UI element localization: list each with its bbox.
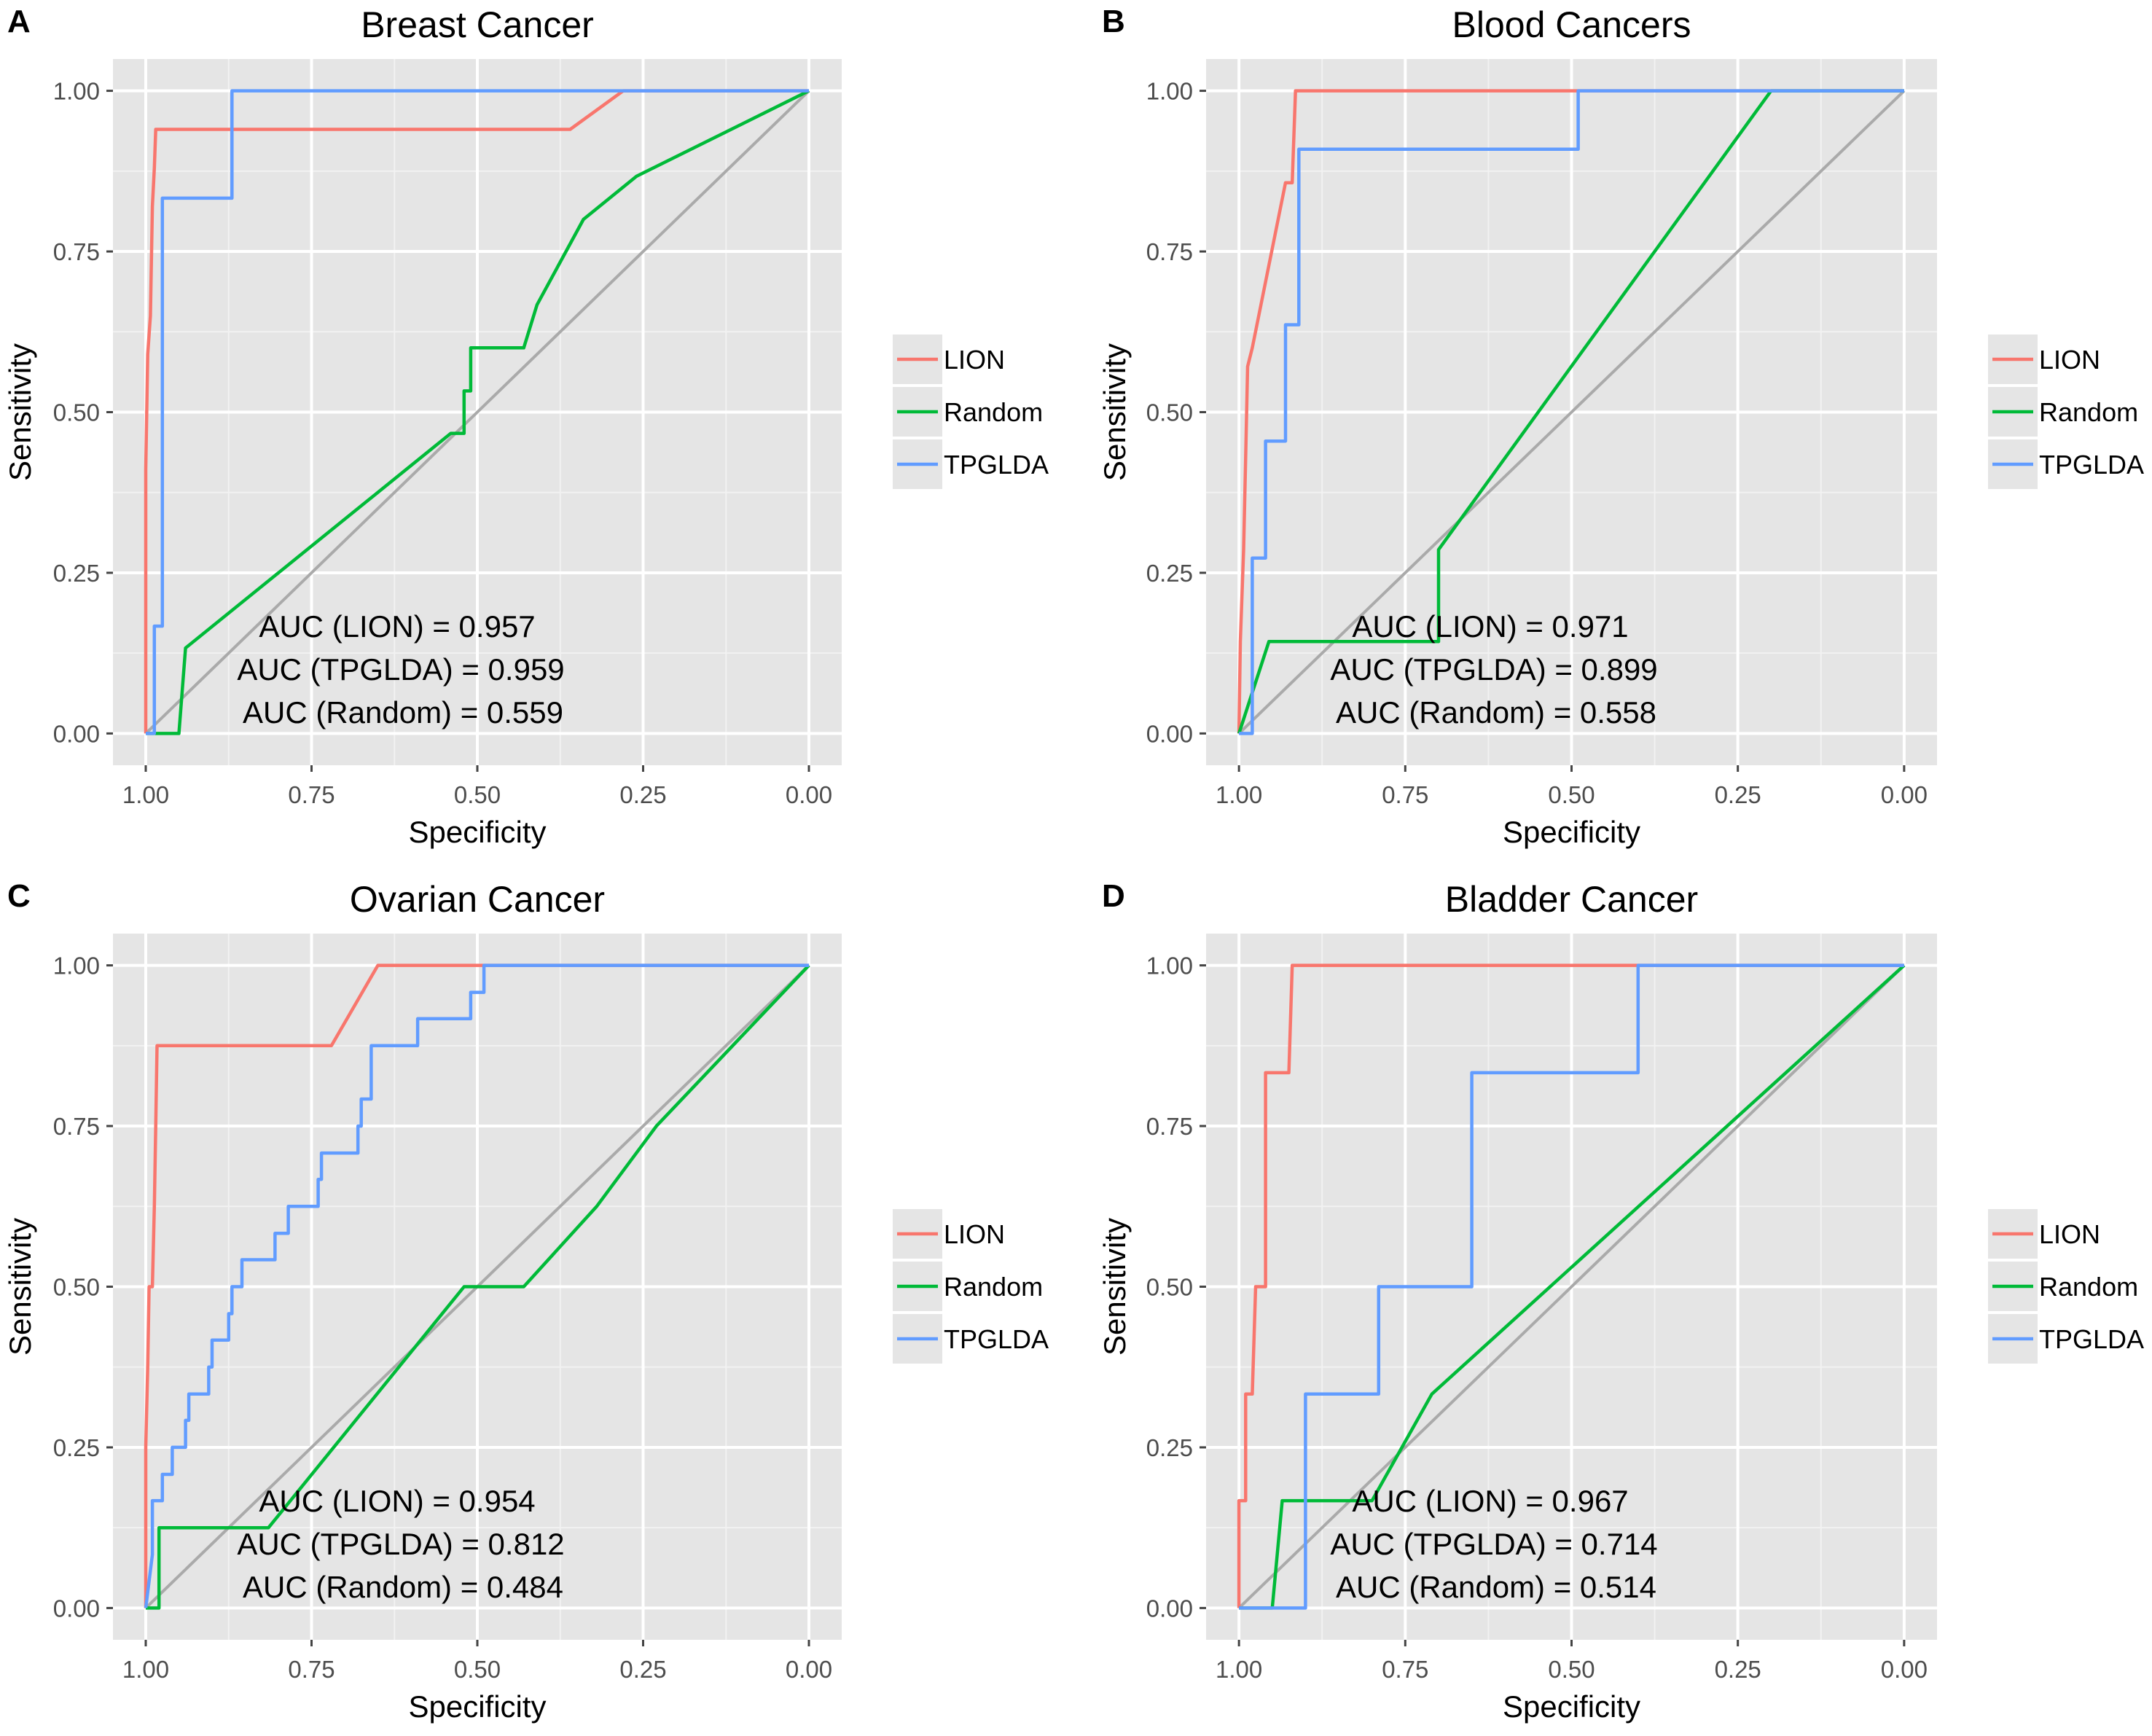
panel-label: A (7, 4, 31, 39)
x-tick-label: 1.00 (122, 781, 169, 808)
x-tick-label: 0.25 (619, 781, 666, 808)
auc-annotation: AUC (TPGLDA) = 0.714 (1330, 1527, 1657, 1561)
y-tick-label: 1.00 (1146, 78, 1193, 105)
x-tick-label: 0.00 (786, 1656, 832, 1683)
x-tick-label: 0.75 (1382, 781, 1428, 808)
auc-annotation: AUC (TPGLDA) = 0.959 (237, 652, 564, 687)
legend-label: Random (944, 1272, 1043, 1302)
x-tick-label: 0.00 (1881, 1656, 1928, 1683)
y-axis-label: Sensitivity (3, 1218, 37, 1356)
legend-label: TPGLDA (2039, 450, 2144, 480)
series-line-tpglda (146, 89, 809, 735)
legend-label: LION (944, 345, 1005, 375)
x-axis-label: Specificity (1503, 1689, 1640, 1724)
y-tick-label: 0.75 (53, 1113, 100, 1140)
series-line-random (146, 964, 810, 1610)
y-tick-label: 0.50 (1146, 399, 1193, 426)
x-tick-label: 0.75 (288, 781, 334, 808)
y-tick-label: 0.25 (53, 1434, 100, 1461)
reference-diagonal-line (144, 90, 810, 735)
legend-label: LION (2039, 345, 2100, 375)
x-axis-label: Specificity (1503, 815, 1640, 849)
series-line-tpglda (1239, 963, 1904, 1610)
auc-annotation: AUC (Random) = 0.558 (1336, 695, 1656, 730)
legend-label: Random (2039, 397, 2138, 427)
x-tick-label: 1.00 (1216, 1656, 1262, 1683)
y-tick-label: 0.25 (1146, 1434, 1193, 1461)
auc-annotation: AUC (TPGLDA) = 0.899 (1330, 652, 1657, 687)
auc-annotation: AUC (TPGLDA) = 0.812 (237, 1527, 564, 1561)
y-tick-label: 0.25 (1146, 560, 1193, 587)
x-tick-label: 0.25 (1715, 1656, 1761, 1683)
panel-label: B (1102, 4, 1125, 39)
legend-label: Random (2039, 1272, 2138, 1302)
legend-label: TPGLDA (944, 1324, 1049, 1354)
y-tick-label: 0.00 (1146, 1595, 1193, 1622)
panel-c: 1.00 0.75 0.50 0.25 0.00 0.00 0.25 0.50 0.75 1.00… (3, 878, 1049, 1724)
panel-a: 1.00 0.75 0.50 0.25 0.00 0.00 0.25 0.50 0.75 1.00… (3, 4, 1049, 849)
auc-annotation: AUC (Random) = 0.484 (243, 1570, 563, 1604)
panel-d: 1.00 0.75 0.50 0.25 0.00 0.00 0.25 0.50 0.75 1.00… (1097, 878, 2144, 1724)
x-tick-label: 0.75 (1382, 1656, 1428, 1683)
series-line-lion (1237, 89, 1904, 734)
chart-title: Breast Cancer (361, 4, 594, 45)
x-tick-label: 1.00 (122, 1656, 169, 1683)
x-tick-label: 1.00 (1216, 781, 1262, 808)
panel-label: C (7, 878, 31, 914)
y-axis-label: Sensitivity (1097, 343, 1132, 481)
x-tick-label: 0.25 (1715, 781, 1761, 808)
x-axis-label: Specificity (408, 1689, 546, 1724)
chart-title: Bladder Cancer (1445, 879, 1698, 920)
y-tick-label: 1.00 (53, 78, 100, 105)
chart-title: Blood Cancers (1452, 4, 1691, 45)
y-tick-label: 0.50 (53, 399, 100, 426)
legend-label: TPGLDA (2039, 1324, 2144, 1354)
series-line-tpglda (144, 963, 809, 1608)
y-tick-label: 0.75 (1146, 1113, 1193, 1140)
auc-annotation: AUC (LION) = 0.957 (259, 609, 535, 644)
y-tick-label: 0.00 (1146, 720, 1193, 747)
y-tick-label: 0.75 (53, 238, 100, 265)
legend-label: TPGLDA (944, 450, 1049, 480)
chart-title: Ovarian Cancer (350, 879, 605, 920)
y-tick-label: 0.00 (53, 1595, 100, 1622)
series-line-lion (144, 963, 809, 1608)
legend-label: Random (944, 397, 1043, 427)
y-tick-label: 0.75 (1146, 238, 1193, 265)
auc-annotation: AUC (Random) = 0.559 (243, 695, 563, 730)
auc-annotation: AUC (Random) = 0.514 (1336, 1570, 1656, 1604)
auc-annotation: AUC (LION) = 0.954 (259, 1484, 535, 1518)
series-line-lion (144, 89, 809, 734)
y-tick-label: 0.00 (53, 720, 100, 747)
y-tick-label: 1.00 (53, 953, 100, 980)
series-line-lion (1237, 963, 1904, 1608)
x-tick-label: 0.50 (454, 1656, 501, 1683)
x-tick-label: 0.50 (1548, 781, 1595, 808)
auc-annotation: AUC (LION) = 0.967 (1352, 1484, 1628, 1518)
x-tick-label: 0.00 (1881, 781, 1928, 808)
series-line-tpglda (1239, 89, 1904, 735)
x-axis-label: Specificity (408, 815, 546, 849)
x-tick-label: 0.75 (288, 1656, 334, 1683)
reference-diagonal-line (1237, 90, 1906, 735)
x-tick-label: 0.00 (786, 781, 832, 808)
x-tick-label: 0.25 (619, 1656, 666, 1683)
y-tick-label: 0.50 (53, 1274, 100, 1301)
x-tick-label: 0.50 (454, 781, 501, 808)
legend-label: LION (944, 1219, 1005, 1249)
legend-label: LION (2039, 1219, 2100, 1249)
y-tick-label: 1.00 (1146, 953, 1193, 980)
x-tick-label: 0.50 (1548, 1656, 1595, 1683)
series-line-random (146, 89, 810, 735)
y-axis-label: Sensitivity (3, 343, 37, 481)
y-tick-label: 0.50 (1146, 1274, 1193, 1301)
y-tick-label: 0.25 (53, 560, 100, 587)
panel-b: 1.00 0.75 0.50 0.25 0.00 0.00 0.25 0.50 0.75 1.00… (1097, 4, 2144, 849)
panel-label: D (1102, 878, 1125, 914)
auc-annotation: AUC (LION) = 0.971 (1352, 609, 1628, 644)
y-axis-label: Sensitivity (1097, 1218, 1132, 1356)
